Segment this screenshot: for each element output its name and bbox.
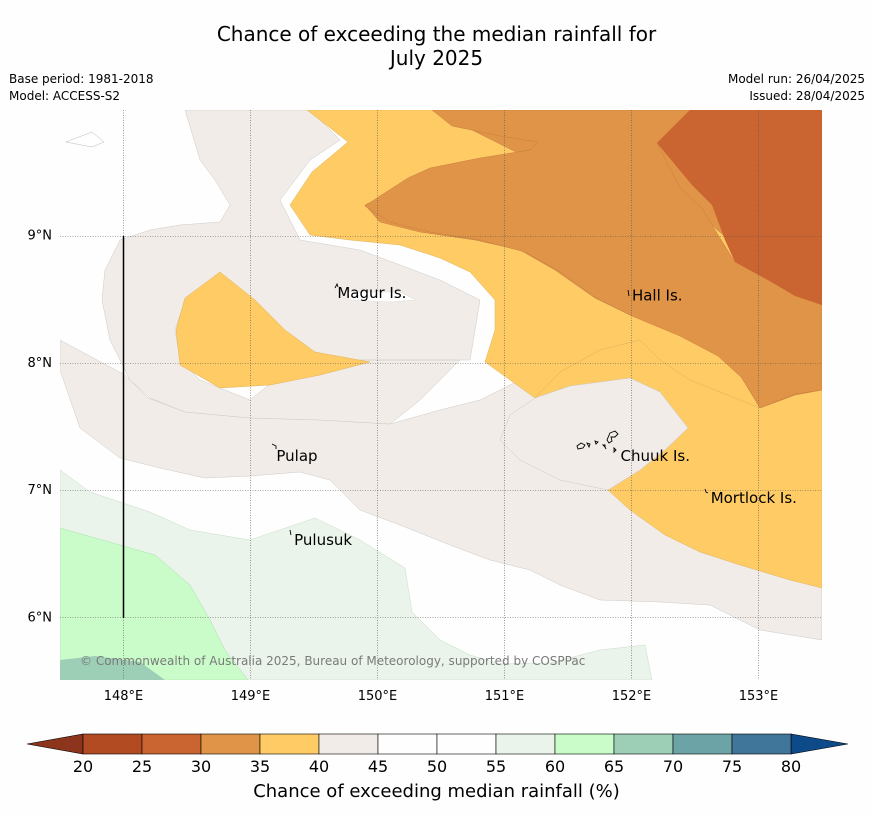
- colorbar-swatch-8: [554, 733, 615, 755]
- base-period: Base period: 1981-2018: [9, 72, 154, 86]
- colorbar-tick-8: 60: [545, 757, 565, 776]
- region-25-30: [657, 110, 822, 305]
- colorbar-tick-2: 30: [191, 757, 211, 776]
- model-info: Base period: 1981-2018 Model: ACCESS-S2: [9, 71, 154, 105]
- latitude-labels: 9°N 8°N 7°N 6°N: [28, 229, 53, 626]
- lon-tick-label-4: 152°E: [612, 689, 652, 704]
- colorbar-swatch-6: [436, 733, 497, 755]
- lat-tick-label-0: 9°N: [28, 229, 53, 244]
- place-label-0: Magur Is.: [337, 284, 406, 302]
- colorbar-tick-11: 75: [722, 757, 742, 776]
- lon-tick-label-2: 150°E: [358, 689, 398, 704]
- colorbar-tick-9: 65: [604, 757, 624, 776]
- lat-tick-label-3: 6°N: [28, 610, 53, 625]
- title-line-1: Chance of exceeding the median rainfall …: [216, 22, 657, 46]
- place-labels: Magur Is. Hall Is. Pulap Chuuk Is. Mortlock …: [276, 284, 797, 549]
- colorbar-swatch-5: [377, 733, 438, 755]
- colorbar-swatch-10: [672, 733, 733, 755]
- model-run-date: Model run: 26/04/2025: [727, 72, 865, 86]
- pulap-island-shape: [271, 443, 277, 449]
- place-label-1: Hall Is.: [632, 286, 683, 304]
- run-info: Model run: 26/04/2025 Issued: 28/04/2025: [728, 71, 865, 105]
- lat-tick-label-2: 7°N: [28, 483, 53, 498]
- region-30-35-main: [364, 110, 822, 409]
- colorbar-tick-6: 50: [427, 757, 447, 776]
- chuuk-islands-shape: [576, 430, 619, 454]
- lat-tick-label-1: 8°N: [28, 356, 53, 371]
- colorbar-tick-7: 55: [486, 757, 506, 776]
- colorbar-swatch-7: [495, 733, 556, 755]
- lon-tick-label-5: 153°E: [739, 689, 779, 704]
- region-65-70: [60, 656, 165, 680]
- colorbar-swatch-1: [141, 733, 202, 755]
- colorbar-under-arrow: [26, 733, 84, 755]
- place-label-3: Chuuk Is.: [621, 447, 690, 465]
- place-label-5: Pulusuk: [294, 531, 352, 549]
- colorbar-tick-10: 70: [663, 757, 683, 776]
- place-label-4: Mortlock Is.: [711, 489, 797, 507]
- white-patch-northwest: [65, 131, 105, 148]
- region-40-45-west: [101, 110, 481, 425]
- copyright-credit: © Commonwealth of Australia 2025, Bureau…: [80, 654, 585, 668]
- colorbar-tick-1: 25: [132, 757, 152, 776]
- lon-tick-label-0: 148°E: [104, 689, 144, 704]
- longitude-labels: 148°E 149°E 150°E 151°E 152°E 153°E: [104, 689, 779, 704]
- colorbar-tick-5: 45: [368, 757, 388, 776]
- region-35-40-west: [175, 271, 371, 389]
- mortlock-island-shape: [704, 488, 709, 494]
- coastlines: [271, 282, 709, 536]
- colorbar-swatch-9: [613, 733, 674, 755]
- issued-date: Issued: 28/04/2025: [749, 89, 865, 103]
- colorbar-swatch-11: [731, 733, 792, 755]
- place-label-2: Pulap: [276, 447, 317, 465]
- model-name: Model: ACCESS-S2: [9, 89, 121, 103]
- colorbar-tick-4: 40: [309, 757, 329, 776]
- colorbar-tick-12: 80: [781, 757, 801, 776]
- colorbar-tick-0: 20: [73, 757, 93, 776]
- colorbar-swatch-0: [82, 733, 143, 755]
- colorbar: 20 25 30 35 40 45 50 55 60 65 70 75 80: [26, 733, 849, 776]
- region-40-45-chuuk: [499, 377, 689, 491]
- contour-regions: [60, 110, 822, 680]
- colorbar-label: Chance of exceeding median rainfall (%): [253, 781, 620, 802]
- colorbar-swatch-2: [200, 733, 261, 755]
- colorbar-over-arrow: [790, 733, 849, 755]
- magur-island-shape: [334, 282, 339, 289]
- map-title: Chance of exceeding the median rainfall …: [0, 22, 873, 70]
- lon-tick-label-3: 151°E: [485, 689, 525, 704]
- region-60-65: [60, 527, 249, 680]
- colorbar-swatch-4: [318, 733, 379, 755]
- pulusuk-island-shape: [289, 529, 292, 536]
- lon-tick-label-1: 149°E: [231, 689, 271, 704]
- title-line-2: July 2025: [389, 46, 484, 70]
- colorbar-swatch-3: [259, 733, 320, 755]
- white-patch-magur: [344, 291, 417, 303]
- colorbar-tick-3: 35: [250, 757, 270, 776]
- hall-island-shape: [627, 289, 630, 297]
